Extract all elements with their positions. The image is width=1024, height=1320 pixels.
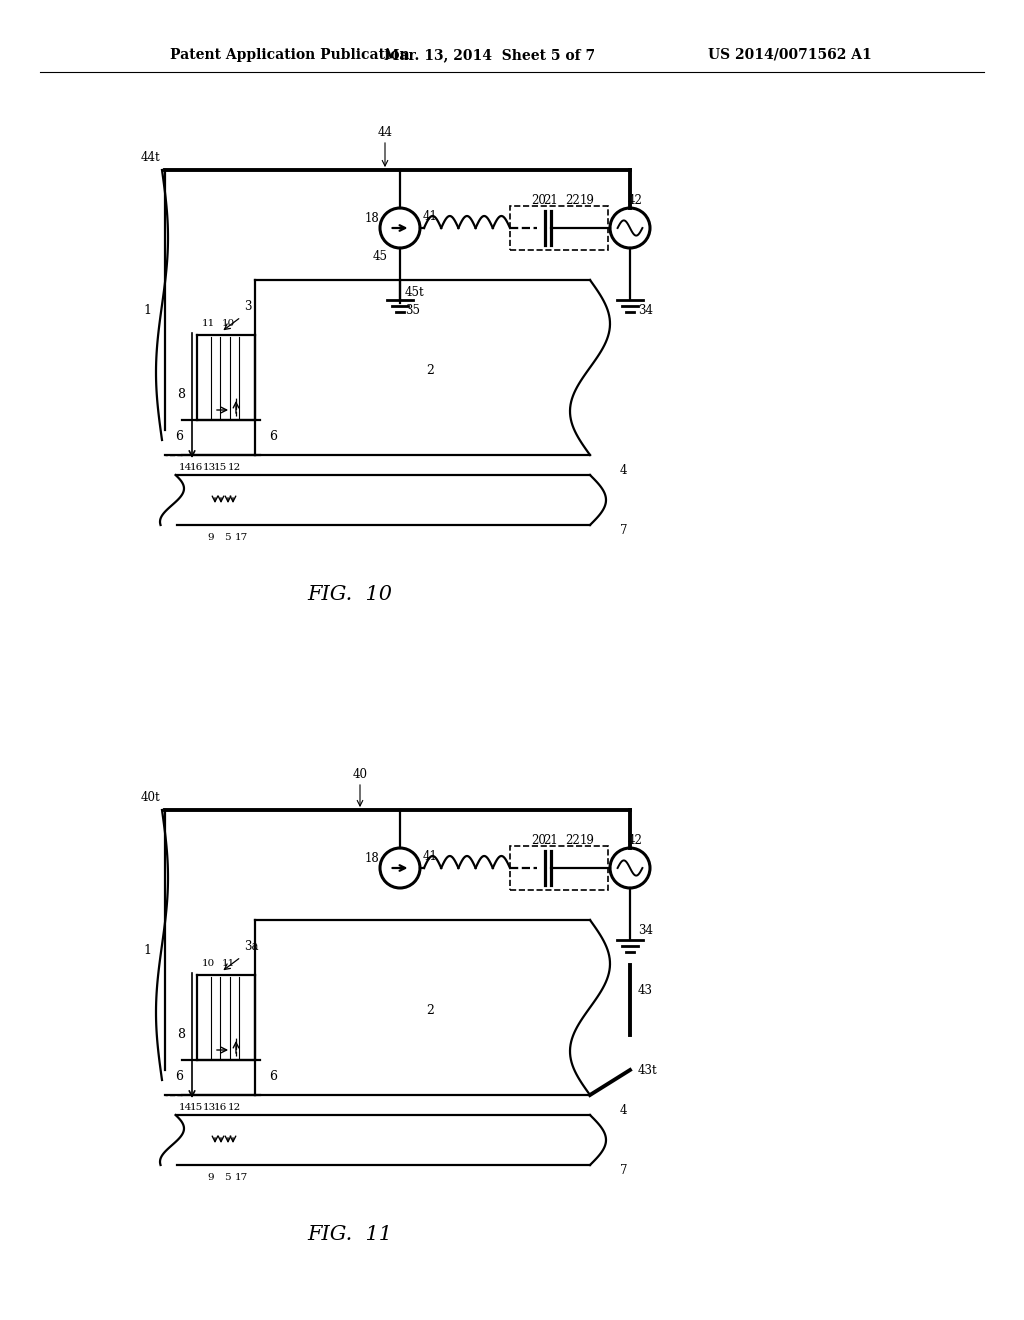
- Text: 5: 5: [223, 1173, 230, 1181]
- Text: 43t: 43t: [638, 1064, 657, 1077]
- Text: 12: 12: [227, 1104, 241, 1111]
- Text: 22: 22: [565, 194, 581, 206]
- Bar: [510, 846, 608, 890]
- Text: 40t: 40t: [140, 791, 160, 804]
- Text: 6: 6: [269, 430, 278, 444]
- Text: 17: 17: [234, 533, 248, 543]
- Text: 10: 10: [221, 318, 234, 327]
- Text: 45t: 45t: [406, 285, 425, 298]
- Text: FIG.  11: FIG. 11: [307, 1225, 392, 1245]
- Text: 41: 41: [423, 850, 437, 862]
- Text: 35: 35: [406, 304, 420, 317]
- Text: 20: 20: [531, 833, 547, 846]
- Text: 11: 11: [221, 958, 234, 968]
- Text: 9: 9: [208, 533, 214, 543]
- Text: 19: 19: [580, 833, 595, 846]
- Text: 1: 1: [143, 304, 151, 317]
- Text: 15: 15: [189, 1104, 203, 1111]
- Text: 11: 11: [202, 318, 215, 327]
- Text: 40: 40: [352, 767, 368, 780]
- Text: 9: 9: [208, 1173, 214, 1181]
- Text: 2: 2: [426, 363, 434, 376]
- Text: 6: 6: [175, 430, 183, 444]
- Text: 12: 12: [227, 463, 241, 473]
- Text: 2: 2: [426, 1003, 434, 1016]
- Text: 6: 6: [175, 1071, 183, 1084]
- Text: US 2014/0071562 A1: US 2014/0071562 A1: [709, 48, 871, 62]
- Text: 14: 14: [178, 1104, 191, 1111]
- Text: 20: 20: [531, 194, 547, 206]
- Text: 21: 21: [544, 194, 558, 206]
- Text: 14: 14: [178, 463, 191, 473]
- Text: 6: 6: [269, 1071, 278, 1084]
- Text: 8: 8: [177, 388, 185, 401]
- Text: 10: 10: [202, 958, 215, 968]
- Text: 4: 4: [620, 1104, 628, 1117]
- Text: 7: 7: [620, 524, 628, 536]
- Text: 5: 5: [223, 533, 230, 543]
- Text: FIG.  10: FIG. 10: [307, 586, 392, 605]
- Text: 18: 18: [365, 211, 379, 224]
- Text: 22: 22: [565, 833, 581, 846]
- Text: 42: 42: [628, 194, 642, 206]
- Text: Mar. 13, 2014  Sheet 5 of 7: Mar. 13, 2014 Sheet 5 of 7: [384, 48, 596, 62]
- Text: 44: 44: [378, 125, 392, 139]
- Text: 17: 17: [234, 1173, 248, 1181]
- Text: 4: 4: [620, 463, 628, 477]
- Text: 42: 42: [628, 833, 642, 846]
- Text: 13: 13: [203, 1104, 216, 1111]
- Text: 1: 1: [143, 944, 151, 957]
- Text: 8: 8: [177, 1028, 185, 1041]
- Bar: [510, 206, 608, 249]
- Text: 34: 34: [638, 304, 653, 317]
- Text: 13: 13: [203, 463, 216, 473]
- Text: 7: 7: [620, 1163, 628, 1176]
- Text: 16: 16: [213, 1104, 226, 1111]
- Text: 18: 18: [365, 851, 379, 865]
- Text: 34: 34: [638, 924, 653, 936]
- Text: 15: 15: [213, 463, 226, 473]
- Text: 19: 19: [580, 194, 595, 206]
- Text: 21: 21: [544, 833, 558, 846]
- Text: 3: 3: [244, 300, 252, 313]
- Text: 44t: 44t: [140, 150, 160, 164]
- Text: 16: 16: [189, 463, 203, 473]
- Text: 41: 41: [423, 210, 437, 223]
- Text: 3a: 3a: [244, 940, 258, 953]
- Text: 45: 45: [373, 249, 388, 263]
- Text: Patent Application Publication: Patent Application Publication: [170, 48, 410, 62]
- Text: 43: 43: [638, 983, 653, 997]
